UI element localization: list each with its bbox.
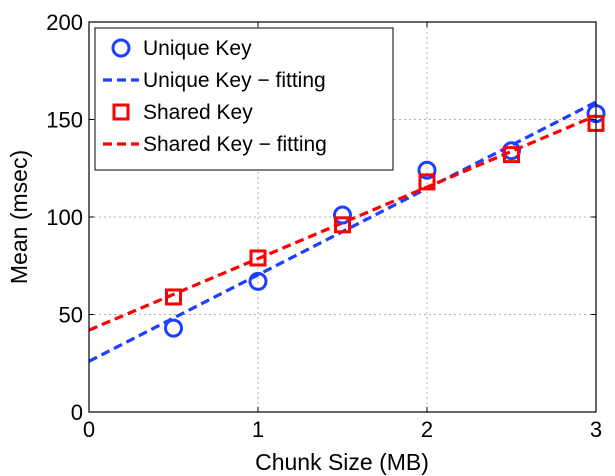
data-point xyxy=(334,216,351,234)
y-tick-label: 200 xyxy=(46,10,83,35)
y-axis-label: Mean (msec) xyxy=(6,150,32,284)
data-point xyxy=(333,205,352,225)
data-point xyxy=(164,318,183,338)
axis-ticks: 0 1 2 3 0 50 100 150 200 xyxy=(46,10,602,442)
y-tick-label: 50 xyxy=(59,303,83,328)
data-point xyxy=(248,271,268,291)
legend-label: Shared Key xyxy=(143,101,253,124)
data-point xyxy=(165,288,182,306)
x-axis-label: Chunk Size (MB) xyxy=(255,449,429,475)
legend-label: Unique Key − fitting xyxy=(143,69,326,92)
y-tick-label: 100 xyxy=(46,205,83,230)
legend: Unique Key Unique Key − fitting Shared Key… xyxy=(94,27,394,171)
data-point xyxy=(417,160,437,180)
x-tick-label: 0 xyxy=(83,417,95,442)
legend-marker xyxy=(111,38,131,58)
y-tick-label: 150 xyxy=(46,108,83,133)
x-tick-label: 2 xyxy=(421,417,433,442)
data-point xyxy=(249,249,267,267)
legend-label: Shared Key − fitting xyxy=(143,133,327,156)
data-point xyxy=(503,146,520,164)
legend-marker xyxy=(112,103,130,121)
legend-label: Unique Key xyxy=(143,37,252,60)
y-tick-label: 0 xyxy=(71,400,83,425)
legend-box xyxy=(94,27,394,171)
data-point xyxy=(418,173,436,191)
x-tick-label: 3 xyxy=(590,417,602,442)
x-tick-label: 1 xyxy=(252,417,264,442)
series-line xyxy=(88,114,597,332)
